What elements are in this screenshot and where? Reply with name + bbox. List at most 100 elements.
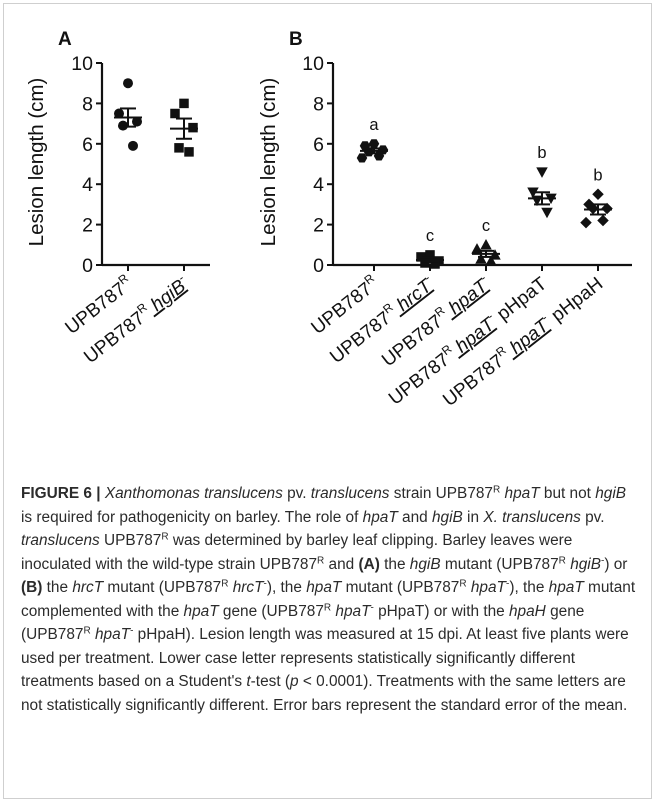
caption-text: -	[601, 555, 605, 566]
panel-label-b: B	[289, 29, 303, 50]
caption-text: UPB787	[99, 532, 162, 549]
significance-letter-b: a	[369, 116, 379, 134]
caption-text: hpaT	[335, 602, 371, 620]
data-point-b	[485, 255, 497, 266]
caption-text: hpaT	[470, 579, 506, 596]
caption-text: hpaT	[94, 626, 131, 643]
caption-text: R	[558, 555, 566, 566]
caption-text: mutant complemented with the	[21, 579, 636, 620]
caption-text: -test (	[250, 673, 291, 690]
caption-text: mutant (UPB787	[103, 579, 222, 596]
y-tick-label-b: 0	[313, 255, 324, 277]
figure-frame	[3, 3, 652, 799]
caption-text: pHpaT) or with the	[373, 602, 509, 620]
caption-text: ), the	[266, 579, 307, 596]
data-point-b	[592, 188, 604, 201]
y-tick-label-b: 2	[313, 215, 324, 237]
data-point-b	[587, 202, 599, 215]
caption-text: hpaT	[548, 579, 584, 596]
data-point-b	[536, 167, 548, 178]
y-tick-label-b: 6	[313, 134, 324, 156]
caption-text: X. translucens	[483, 508, 581, 526]
caption-text: R	[83, 625, 91, 637]
y-axis-label-b: Lesion length (cm)	[257, 78, 280, 247]
caption-text: the	[42, 579, 73, 596]
data-point-b	[480, 239, 492, 250]
caption-text: p	[290, 673, 299, 690]
significance-letter-b: c	[482, 217, 490, 235]
caption-text: the	[379, 555, 410, 573]
caption-text: hgiB	[409, 555, 441, 573]
caption-text: -	[505, 578, 510, 590]
caption-text: R	[323, 602, 332, 613]
caption-text: is required for pathogenicity on barley.…	[21, 508, 363, 526]
caption-text: hgiB	[431, 508, 463, 526]
caption-text: hpaT	[504, 485, 540, 502]
panel-label-a: A	[58, 29, 72, 50]
caption-text: but not	[539, 485, 596, 502]
y-tick-label-a: 2	[82, 215, 93, 237]
caption-text: pHpaH). Lesion length was measured at 15…	[21, 626, 629, 690]
y-tick-label-a: 6	[82, 134, 93, 156]
y-tick-label-a: 4	[82, 174, 93, 196]
y-tick-label-a: 10	[71, 53, 93, 75]
caption-text: -	[370, 602, 374, 613]
significance-letter-b: b	[593, 166, 602, 184]
data-point-b	[597, 214, 609, 227]
caption-text: mutant (UPB787	[341, 579, 460, 596]
caption-text: pv.	[580, 508, 605, 526]
caption-text: was determined by barley leaf clipping. …	[21, 532, 573, 573]
data-point-b	[475, 253, 487, 264]
caption-text: hgiB	[570, 555, 601, 573]
caption-text: -	[263, 578, 267, 590]
data-point-a	[188, 122, 198, 133]
caption-text: < 0.0001). Treatments with the same lett…	[21, 673, 628, 714]
data-point-b	[368, 139, 380, 149]
data-point-a	[170, 108, 180, 119]
caption-text: R	[493, 484, 501, 496]
caption-text: gene (UPB787	[218, 602, 324, 620]
caption-text: translucens	[310, 485, 390, 502]
caption-text: translucens	[21, 532, 100, 549]
y-axis-label-a: Lesion length (cm)	[25, 78, 48, 247]
data-point-b	[356, 153, 368, 163]
data-point-a	[184, 147, 194, 157]
data-point-b	[541, 207, 553, 219]
caption-text: hgiB	[595, 485, 627, 502]
y-tick-label-b: 10	[302, 53, 324, 75]
caption-text: strain UPB787	[389, 485, 493, 502]
data-point-a	[123, 78, 133, 89]
caption-text: hrcT	[232, 579, 264, 596]
caption-text: mutant (UPB787	[440, 555, 559, 573]
significance-letter-b: c	[426, 227, 434, 245]
caption-text: hpaH	[509, 602, 546, 620]
data-point-a	[174, 143, 184, 153]
y-tick-label-b: 8	[313, 93, 324, 115]
data-point-b	[527, 187, 539, 199]
caption-text: Xanthomonas translucens	[104, 485, 283, 502]
data-point-a	[128, 140, 138, 151]
caption-text: R	[161, 531, 169, 543]
data-point-a	[114, 108, 124, 119]
caption-text: in	[462, 508, 484, 526]
data-point-b	[601, 202, 613, 215]
caption-text: (A)	[358, 555, 380, 573]
caption-text: hpaT	[362, 508, 398, 526]
figure-label: FIGURE 6 |	[21, 485, 105, 502]
data-point-a	[132, 116, 142, 127]
data-point-a	[179, 98, 189, 109]
caption-text: ) or	[604, 555, 628, 573]
caption-text: -	[130, 625, 134, 637]
y-tick-label-b: 4	[313, 174, 324, 196]
data-point-b	[580, 216, 592, 229]
caption-text: gene (UPB787	[21, 602, 585, 644]
caption-text: ), the	[509, 579, 549, 596]
caption-text: R	[459, 578, 467, 590]
y-tick-label-a: 0	[82, 255, 93, 277]
caption-text: pv.	[282, 485, 311, 502]
caption-text: t	[246, 673, 251, 690]
figure-caption: FIGURE 6 | Xanthomonas translucens pv. t…	[21, 482, 637, 717]
caption-text: and	[324, 555, 359, 573]
